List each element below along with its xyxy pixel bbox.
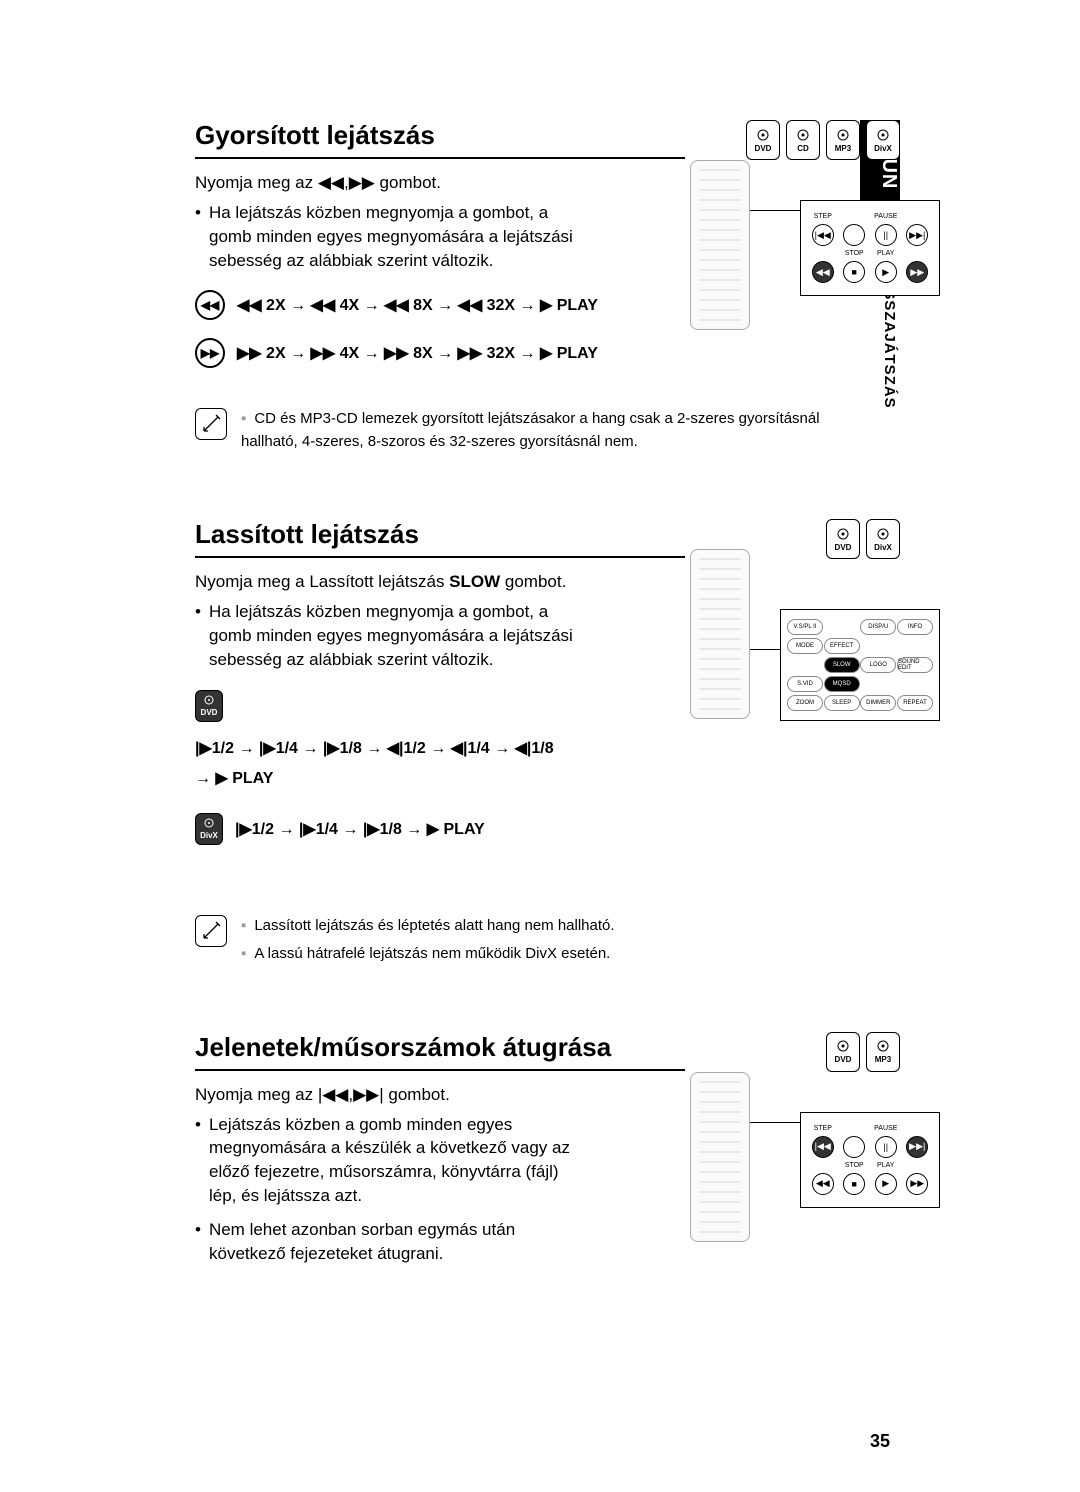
sequence-text: |▶1/2 → |▶1/4 → |▶1/8 → ◀|1/2 → ◀|1/4 → … <box>195 734 565 795</box>
remote-outline <box>690 160 750 330</box>
stop-icon: ■ <box>843 261 865 283</box>
sequence-text: |▶1/2 → |▶1/4 → |▶1/8 → ▶ PLAY <box>235 819 485 839</box>
section-title: Jelenetek/műsorszámok átugrása <box>195 1032 685 1071</box>
remote-diagram: V.S/PL II DISP/U INFO MODE EFFECT SLOW L… <box>690 549 940 729</box>
sequence-slow-dvd: DVD |▶1/2 → |▶1/4 → |▶1/8 → ◀|1/2 → ◀|1/… <box>195 690 565 795</box>
transport-panel: STEP PAUSE |◀◀ || ▶▶| STOP PLAY ◀◀ ■ ▶ <box>800 1112 940 1208</box>
badge-mp3: MP3 <box>826 120 860 160</box>
bullet-text: Nem lehet azonban sorban egymás után köv… <box>209 1218 575 1266</box>
badge-mp3: MP3 <box>866 1032 900 1072</box>
disc-badges-4: DVD CD MP3 DivX <box>746 120 900 160</box>
note-text: A lassú hátrafelé lejátszás nem működik … <box>241 943 615 966</box>
disc-badges-2: DVD MP3 <box>826 1032 900 1072</box>
pause-icon: || <box>875 224 897 246</box>
sequence-text: ◀◀ 2X → ◀◀ 4X → ◀◀ 8X → ◀◀ 32X → ▶ PLAY <box>237 295 598 315</box>
skip-next-icon: ▶▶| <box>906 224 928 246</box>
sequence-text: ▶▶ 2X → ▶▶ 4X → ▶▶ 8X → ▶▶ 32X → ▶ PLAY <box>237 343 598 363</box>
pause-icon: || <box>875 1136 897 1158</box>
note-text: Lassított lejátszás és léptetés alatt ha… <box>241 915 615 938</box>
play-icon: ▶ <box>875 1173 897 1195</box>
sequence-forward: ▶▶ ▶▶ 2X → ▶▶ 4X → ▶▶ 8X → ▶▶ 32X → ▶ PL… <box>195 338 900 368</box>
dvd-dark-badge: DVD <box>195 690 223 722</box>
section-title: Lassított lejátszás <box>195 519 685 558</box>
fast-forward-icon: ▶▶ <box>906 1173 928 1195</box>
empty-btn <box>843 1136 865 1158</box>
section-fast-playback: DVD CD MP3 DivX Gyorsított lejátszás Nyo… <box>195 120 900 459</box>
sequence-slow-divx: DivX |▶1/2 → |▶1/4 → |▶1/8 → ▶ PLAY <box>195 813 900 845</box>
bullet-text: Ha lejátszás közben megnyomja a gombot, … <box>209 201 575 272</box>
remote-outline <box>690 549 750 719</box>
note-text: CD és MP3-CD lemezek gyorsított lejátszá… <box>241 408 835 453</box>
skip-next-icon: ▶▶| <box>906 1136 928 1158</box>
section-title: Gyorsított lejátszás <box>195 120 685 159</box>
skip-prev-icon: |◀◀ <box>812 1136 834 1158</box>
note-icon <box>195 408 227 440</box>
play-icon: ▶ <box>875 261 897 283</box>
empty-btn <box>843 224 865 246</box>
rewind-icon: ◀◀ <box>812 261 834 283</box>
slow-button-highlighted: SLOW <box>824 657 860 673</box>
remote-outline <box>690 1072 750 1242</box>
rewind-icon: ◀◀ <box>812 1173 834 1195</box>
remote-diagram: STEP PAUSE |◀◀ || ▶▶| STOP PLAY ◀◀ ■ ▶ <box>690 1072 940 1252</box>
function-button-grid: V.S/PL II DISP/U INFO MODE EFFECT SLOW L… <box>780 609 940 721</box>
transport-panel: STEP PAUSE |◀◀ || ▶▶| STOP PLAY ◀◀ ■ ▶ <box>800 200 940 296</box>
fast-forward-icon: ▶▶ <box>906 261 928 283</box>
section-skip: DVD MP3 Jelenetek/műsorszámok átugrása N… <box>195 1032 900 1266</box>
bullet-text: Ha lejátszás közben megnyomja a gombot, … <box>209 600 575 671</box>
section-slow-playback: DVD DivX Lassított lejátszás Nyomja meg … <box>195 519 900 971</box>
note-icon <box>195 915 227 947</box>
bullet-text: Lejátszás közben a gomb minden egyes meg… <box>209 1113 575 1208</box>
forward-icon: ▶▶ <box>195 338 225 368</box>
rewind-icon: ◀◀ <box>195 290 225 320</box>
badge-dvd: DVD <box>826 1032 860 1072</box>
divx-dark-badge: DivX <box>195 813 223 845</box>
remote-diagram: STEP PAUSE |◀◀ || ▶▶| STOP PLAY ◀◀ ■ ▶ <box>690 160 940 340</box>
page-number: 35 <box>870 1431 890 1452</box>
stop-icon: ■ <box>843 1173 865 1195</box>
badge-divx: DivX <box>866 120 900 160</box>
skip-prev-icon: |◀◀ <box>812 224 834 246</box>
badge-dvd: DVD <box>746 120 780 160</box>
badge-cd: CD <box>786 120 820 160</box>
